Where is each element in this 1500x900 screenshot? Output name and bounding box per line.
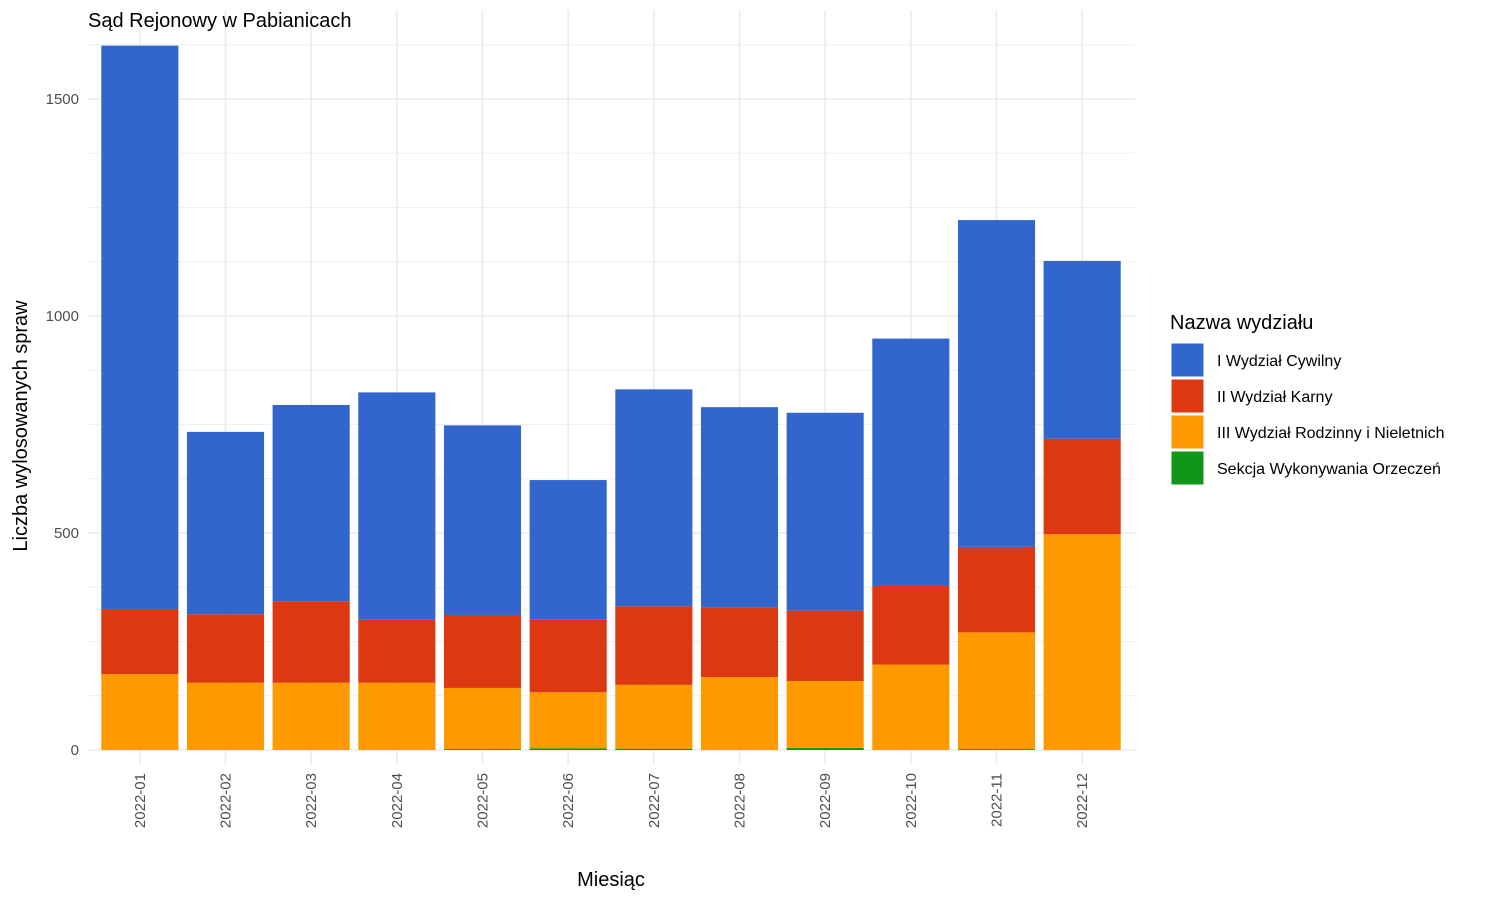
bar-segment [529,619,607,693]
bar-segment [957,546,1036,633]
legend-swatch [1170,378,1205,414]
bar-segment [1043,260,1121,439]
bar-segment [1043,438,1121,535]
bar-segment [872,338,950,586]
y-tick-label: 0 [71,742,79,759]
legend-label: I Wydział Cywilny [1217,353,1341,370]
legend-swatch [1170,414,1205,450]
y-axis-title: Liczba wylosowanych spraw [10,300,32,552]
bar-segment [358,392,436,620]
x-tick-label: 2022-04 [389,773,406,828]
legend-label: III Wydział Rodzinny i Nieletnich [1217,425,1445,442]
x-tick-label: 2022-06 [560,773,577,828]
x-tick-label: 2022-07 [646,773,663,828]
bar-segment [786,747,864,750]
bars [101,45,1121,750]
x-tick-label: 2022-10 [903,773,920,828]
bar-segment [186,614,265,683]
bar-segment [700,607,779,678]
x-tick-label: 2022-05 [475,773,492,828]
bar-segment [443,687,522,750]
bar-segment [615,389,693,607]
bar-segment [615,684,693,749]
y-tick-label: 500 [54,525,79,542]
bar-segment [443,425,522,616]
x-axis-ticks: 2022-01 2022-02 2022-03 2022-04 2022-05 2022-… [132,773,1091,828]
bar-segment [700,407,779,608]
bar-segment [443,615,522,688]
bar-segment [101,674,179,750]
bar-segment [186,431,265,615]
x-tick-label: 2022-12 [1074,773,1091,828]
bar-segment [700,677,779,750]
bar-segment [358,682,436,750]
legend: Nazwa wydziału I Wydział Cywilny II Wydzi… [1170,312,1445,486]
legend-swatch [1170,450,1205,486]
bar-segment [529,480,607,620]
bar-segment [272,682,350,750]
legend-swatch [1170,342,1205,378]
legend-label: Sekcja Wykonywania Orzeczeń [1217,461,1441,478]
y-axis-ticks: 0 500 1000 1500 [46,91,79,759]
bar-segment [1043,534,1121,750]
bar-segment [872,585,950,665]
x-tick-label: 2022-11 [989,773,1006,827]
bar-segment [957,632,1036,750]
x-axis-title: Miesiąc [577,869,645,891]
bar-segment [957,749,1036,750]
bar-segment [786,610,864,681]
x-tick-label: 2022-09 [817,773,834,828]
bar-segment [443,749,522,750]
bar-segment [615,606,693,685]
bar-segment [529,748,607,750]
bar-segment [872,664,950,750]
legend-items: I Wydział Cywilny II Wydział Karny III Wyd… [1170,342,1445,486]
x-tick-label: 2022-01 [132,773,149,828]
x-tick-label: 2022-02 [218,773,235,828]
bar-segment [272,601,350,683]
bar-segment [786,680,864,748]
legend-title: Nazwa wydziału [1170,312,1313,334]
chart-title: Sąd Rejonowy w Pabianicach [88,10,352,32]
bar-segment [615,748,693,750]
x-tick-label: 2022-03 [303,773,320,828]
bar-segment [272,404,350,602]
bar-segment [101,45,179,609]
bar-segment [529,692,607,749]
y-tick-label: 1000 [46,308,79,325]
bar-segment [186,682,265,750]
legend-label: II Wydział Karny [1217,389,1332,406]
y-tick-label: 1500 [46,91,79,108]
bar-segment [101,608,179,675]
x-tick-label: 2022-08 [732,773,749,828]
bar-segment [786,412,864,611]
bar-segment [358,619,436,683]
bar-segment [957,220,1036,547]
